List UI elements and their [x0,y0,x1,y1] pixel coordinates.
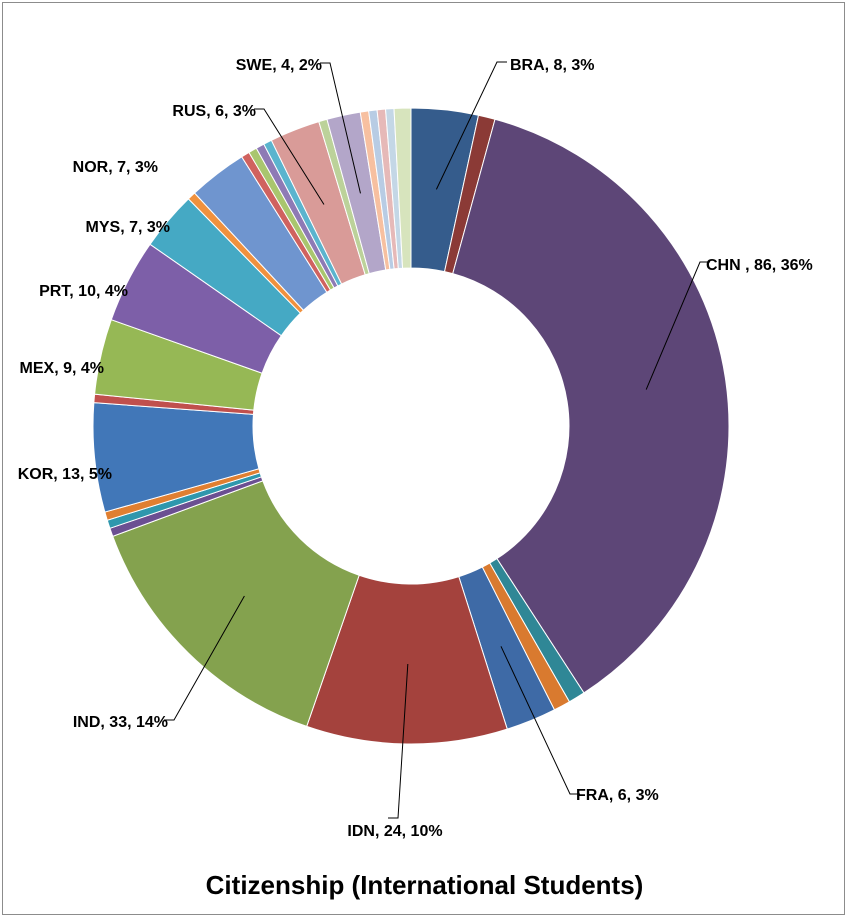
slice-ind [112,480,360,728]
data-label-idn: IDN, 24, 10% [347,823,442,840]
data-label-mys: MYS, 7, 3% [86,219,170,236]
leader-line-swe [320,62,361,194]
chart-title: Citizenship (International Students) [205,870,644,900]
leader-line-ind [164,595,245,721]
data-label-bra: BRA, 8, 3% [510,57,594,74]
data-label-nor: NOR, 7, 3% [73,159,158,176]
data-label-chn: CHN , 86, 36% [706,257,813,274]
leader-line-fra [500,646,580,795]
data-label-mex: MEX, 9, 4% [20,360,104,377]
data-label-prt: PRT, 10, 4% [39,283,128,300]
data-label-swe: SWE, 4, 2% [236,57,322,74]
data-label-kor: KOR, 13, 5% [18,466,112,483]
data-label-ind: IND, 33, 14% [73,714,168,731]
data-label-fra: FRA, 6, 3% [576,787,659,804]
slice-group [92,107,730,745]
leader-line-rus [254,108,325,205]
slice-unlabeled-29 [393,107,412,269]
leader-line-bra [435,61,507,190]
leader-line-chn [645,261,710,390]
leader-line-idn [388,663,409,819]
leader-line-group [164,61,710,819]
data-label-group: BRA, 8, 3% CHN , 86, 36% FRA, 6, 3% IDN, 24… [18,57,813,840]
slice-chn [452,118,730,694]
data-label-rus: RUS, 6, 3% [172,103,256,120]
